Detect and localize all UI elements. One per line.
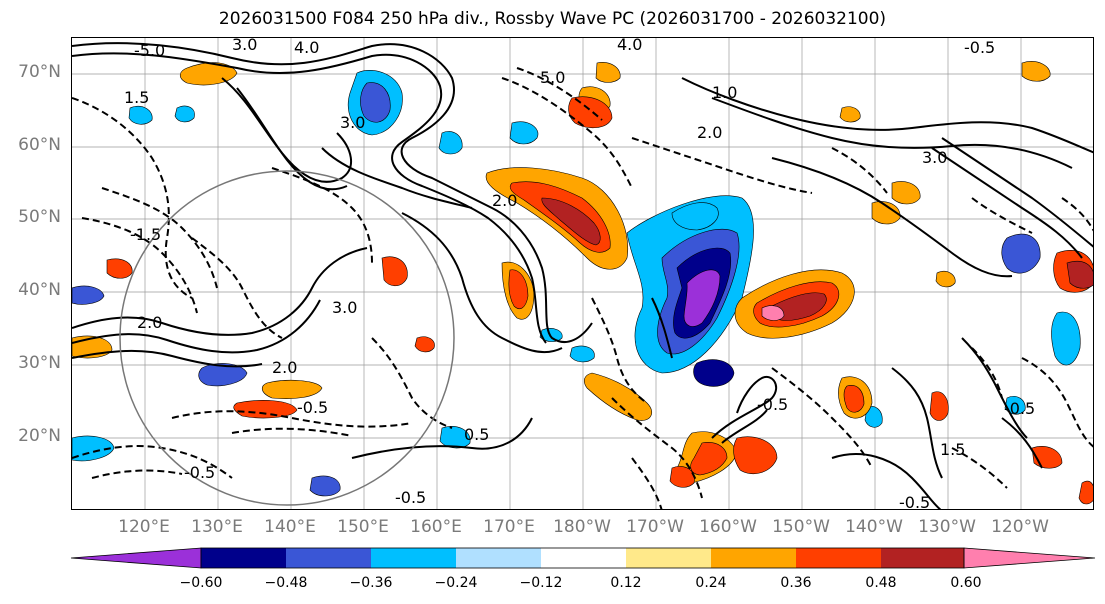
colorbar-tick: 0.60 xyxy=(950,575,982,591)
contour-label: 2.0 xyxy=(697,123,722,142)
lon-label-120e: 120°E xyxy=(118,517,170,537)
contour-label: 4.0 xyxy=(617,38,642,54)
contour-label: -0.5 xyxy=(899,493,930,510)
lon-label-150e: 150°E xyxy=(337,517,389,537)
contour-label: -5.0 xyxy=(134,41,165,60)
reference-circle xyxy=(119,170,455,506)
lat-label-20n: 20°N xyxy=(18,426,61,446)
contour-label: -0.5 xyxy=(184,463,215,482)
lon-label-160e: 160°E xyxy=(410,517,462,537)
colorbar-segment xyxy=(286,548,371,568)
contour-lines-dashed xyxy=(72,67,1093,509)
colorbar-extend-low xyxy=(70,547,202,569)
lat-label-70n: 70°N xyxy=(18,62,61,82)
colorbar xyxy=(70,547,1096,569)
lon-label-180w: 180°W xyxy=(553,517,611,537)
contour-label: 3.0 xyxy=(332,298,357,317)
lat-label-60n: 60°N xyxy=(18,135,61,155)
colorbar-tick: 0.48 xyxy=(865,575,897,591)
colorbar-tick: 0.36 xyxy=(780,575,812,591)
colorbar-segment xyxy=(371,548,456,568)
contour-label: 4.0 xyxy=(294,38,319,57)
lat-label-50n: 50°N xyxy=(18,207,61,227)
contour-label: 2.0 xyxy=(272,358,297,377)
colorbar-tick: 0.24 xyxy=(695,575,727,591)
contour-label: -0.5 xyxy=(1004,399,1035,418)
contour-label: 3.0 xyxy=(232,38,257,54)
colorbar-segment xyxy=(626,548,711,568)
contour-label: 1.0 xyxy=(712,83,737,102)
lon-label-140e: 140°E xyxy=(264,517,316,537)
contour-label: 0.5 xyxy=(464,425,489,444)
colorbar-segment xyxy=(541,548,626,568)
colorbar-segment xyxy=(456,548,541,568)
contour-label: -0.5 xyxy=(757,395,788,414)
colorbar-tick: −0.60 xyxy=(179,575,223,591)
contour-label: -0.5 xyxy=(297,398,328,417)
lon-label-130e: 130°E xyxy=(191,517,243,537)
contour-label: 1.5 xyxy=(940,440,965,459)
lon-label-130w: 130°W xyxy=(918,517,976,537)
contour-label: 1.5 xyxy=(124,88,149,107)
contour-label: 2.0 xyxy=(137,313,162,332)
lon-label-150w: 150°W xyxy=(772,517,830,537)
colorbar-tick: −0.12 xyxy=(519,575,563,591)
contour-label: -0.5 xyxy=(964,38,995,57)
lon-label-120w: 120°W xyxy=(991,517,1049,537)
divergence-shading xyxy=(72,61,1093,505)
colorbar-tick: −0.48 xyxy=(264,575,308,591)
map-panel: -5.0 3.0 4.0 3.0 2.0 5.0 4.0 1.0 -0.5 3.… xyxy=(71,37,1094,510)
contour-label: -1.5 xyxy=(130,225,161,244)
contour-label-group: -5.0 3.0 4.0 3.0 2.0 5.0 4.0 1.0 -0.5 3.… xyxy=(124,38,1035,510)
lon-label-140w: 140°W xyxy=(845,517,903,537)
colorbar-tick: −0.36 xyxy=(349,575,393,591)
lon-label-170w: 170°W xyxy=(626,517,684,537)
map-title: 2026031500 F084 250 hPa div., Rossby Wav… xyxy=(218,9,887,29)
lon-label-160w: 160°W xyxy=(699,517,757,537)
colorbar-outline xyxy=(200,547,965,569)
colorbar-segment xyxy=(711,548,796,568)
contour-label: 3.0 xyxy=(922,148,947,167)
lat-label-30n: 30°N xyxy=(18,353,61,373)
colorbar-tick: 0.12 xyxy=(610,575,642,591)
contour-label: 2.0 xyxy=(492,191,517,210)
colorbar-segment xyxy=(201,548,286,568)
contour-label: 5.0 xyxy=(540,68,565,87)
colorbar-tick: −0.24 xyxy=(434,575,478,591)
lat-label-40n: 40°N xyxy=(18,280,61,300)
contour-label: 3.0 xyxy=(340,113,365,132)
colorbar-extend-high xyxy=(963,547,1096,569)
colorbar-segment xyxy=(881,548,964,568)
colorbar-segment xyxy=(796,548,881,568)
contour-label: -0.5 xyxy=(395,488,426,507)
lon-label-170e: 170°E xyxy=(483,517,535,537)
map-canvas: -5.0 3.0 4.0 3.0 2.0 5.0 4.0 1.0 -0.5 3.… xyxy=(72,38,1093,510)
